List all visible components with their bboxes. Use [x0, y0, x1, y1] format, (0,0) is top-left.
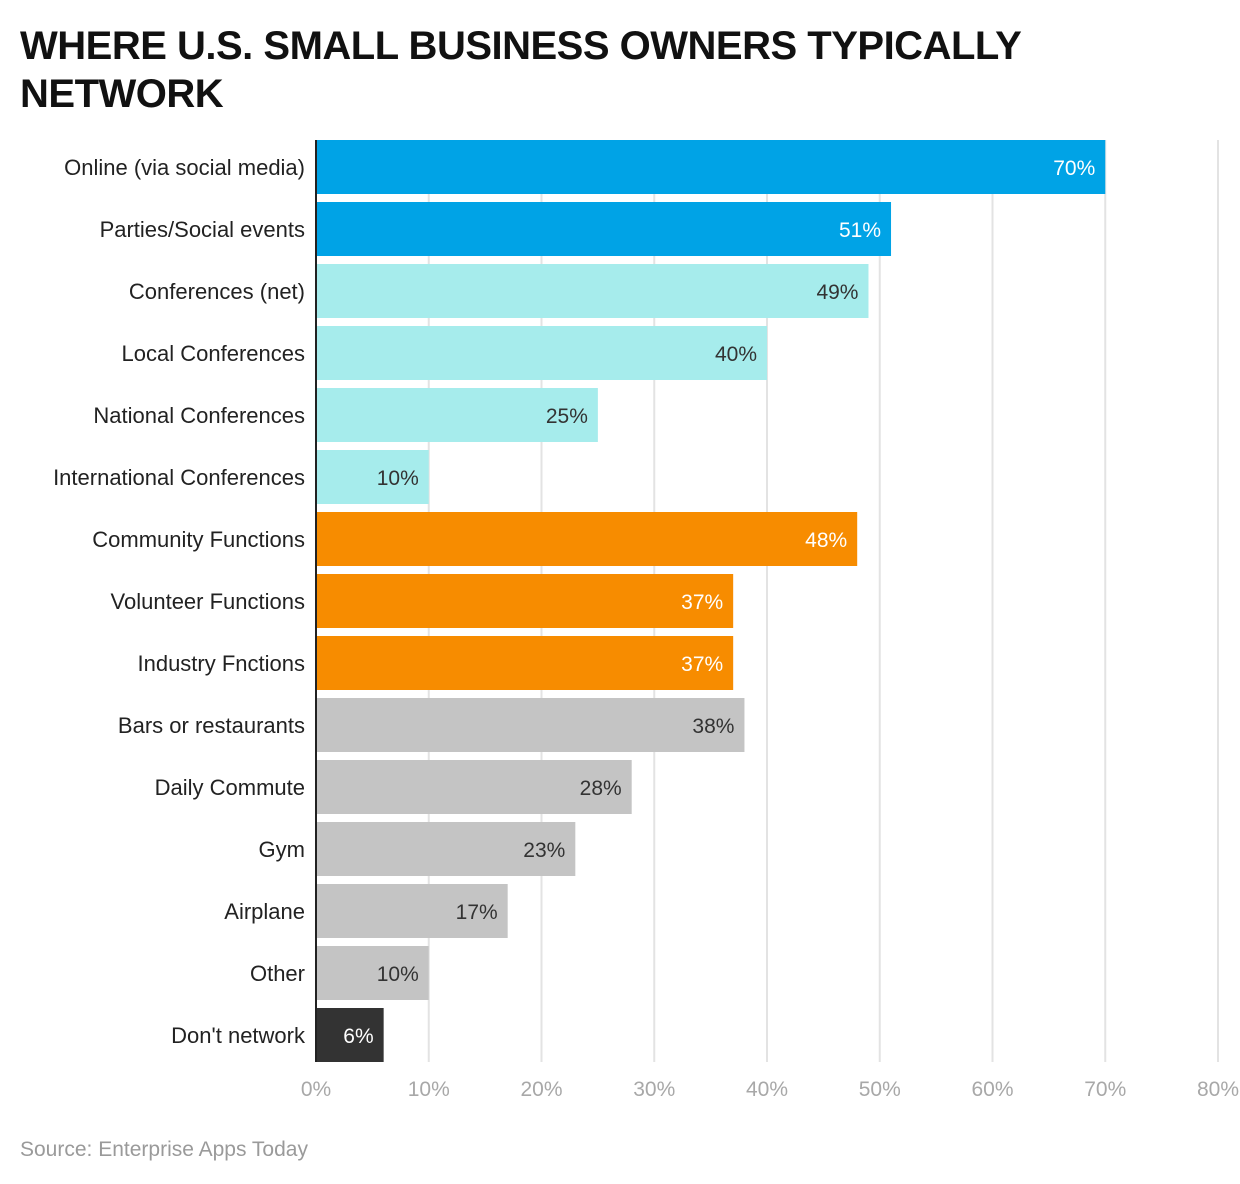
category-label: Don't network	[171, 1023, 306, 1048]
category-label: Other	[250, 961, 305, 986]
data-label: 70%	[1053, 157, 1095, 180]
data-label: 6%	[343, 1025, 373, 1048]
bar	[316, 512, 858, 566]
bar	[316, 264, 869, 318]
x-tick-label: 80%	[1197, 1078, 1239, 1101]
x-tick-label: 10%	[408, 1078, 450, 1101]
x-tick-label: 40%	[746, 1078, 788, 1101]
category-label: Online (via social media)	[64, 155, 305, 180]
bar	[316, 884, 508, 938]
category-label: Local Conferences	[122, 341, 305, 366]
bar	[316, 1008, 384, 1062]
bar	[316, 140, 1106, 194]
category-label: Volunteer Functions	[111, 589, 305, 614]
data-label: 38%	[692, 715, 734, 738]
bar	[316, 574, 734, 628]
category-label: Daily Commute	[155, 775, 305, 800]
data-label: 37%	[681, 591, 723, 614]
data-label: 10%	[377, 467, 419, 490]
data-label: 25%	[546, 405, 588, 428]
category-label: Parties/Social events	[100, 217, 305, 242]
category-label: Gym	[259, 837, 305, 862]
x-tick-label: 0%	[301, 1078, 331, 1101]
bar	[316, 760, 632, 814]
bar	[316, 636, 734, 690]
bar	[316, 946, 429, 1000]
data-label: 51%	[839, 219, 881, 242]
data-label: 49%	[816, 281, 858, 304]
category-label: Community Functions	[92, 527, 305, 552]
category-label: Bars or restaurants	[118, 713, 305, 738]
x-tick-label: 50%	[859, 1078, 901, 1101]
bar	[316, 450, 429, 504]
x-tick-label: 60%	[971, 1078, 1013, 1101]
category-label: Airplane	[224, 899, 305, 924]
data-label: 28%	[580, 777, 622, 800]
x-tick-label: 70%	[1084, 1078, 1126, 1101]
data-label: 37%	[681, 653, 723, 676]
bar	[316, 388, 598, 442]
chart-title: WHERE U.S. SMALL BUSINESS OWNERS TYPICAL…	[20, 24, 1021, 116]
bar	[316, 326, 767, 380]
bar	[316, 202, 892, 256]
category-label: Industry Fnctions	[137, 651, 305, 676]
data-label: 17%	[456, 901, 498, 924]
bar	[316, 698, 745, 752]
x-tick-label: 20%	[520, 1078, 562, 1101]
category-label: International Conferences	[53, 465, 305, 490]
data-label: 40%	[715, 343, 757, 366]
x-tick-label: 30%	[633, 1078, 675, 1101]
bar	[316, 822, 576, 876]
source-note: Source: Enterprise Apps Today	[20, 1138, 308, 1161]
data-label: 23%	[523, 839, 565, 862]
data-label: 48%	[805, 529, 847, 552]
category-label: Conferences (net)	[129, 279, 305, 304]
data-label: 10%	[377, 963, 419, 986]
category-label: National Conferences	[93, 403, 305, 428]
